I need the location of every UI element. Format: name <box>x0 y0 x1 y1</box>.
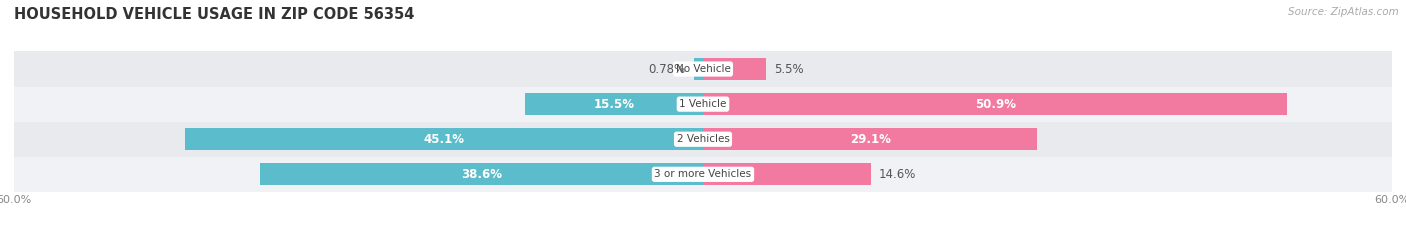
Bar <box>703 128 1038 150</box>
Text: 3 or more Vehicles: 3 or more Vehicles <box>654 169 752 179</box>
Bar <box>186 128 703 150</box>
Bar <box>14 51 1392 87</box>
Text: 50.9%: 50.9% <box>974 98 1015 111</box>
Bar <box>14 122 1392 157</box>
Bar <box>703 58 766 80</box>
Bar <box>14 157 1392 192</box>
Text: 45.1%: 45.1% <box>423 133 464 146</box>
Text: No Vehicle: No Vehicle <box>675 64 731 74</box>
Text: 0.78%: 0.78% <box>648 62 686 76</box>
Text: Source: ZipAtlas.com: Source: ZipAtlas.com <box>1288 7 1399 17</box>
Bar <box>260 163 703 185</box>
Text: 14.6%: 14.6% <box>879 168 917 181</box>
Text: HOUSEHOLD VEHICLE USAGE IN ZIP CODE 56354: HOUSEHOLD VEHICLE USAGE IN ZIP CODE 5635… <box>14 7 415 22</box>
Bar <box>695 58 703 80</box>
Text: 29.1%: 29.1% <box>849 133 890 146</box>
Bar <box>703 93 1288 115</box>
Text: 15.5%: 15.5% <box>593 98 634 111</box>
Bar <box>14 87 1392 122</box>
Text: 1 Vehicle: 1 Vehicle <box>679 99 727 109</box>
Bar <box>524 93 703 115</box>
Bar <box>703 163 870 185</box>
Text: 5.5%: 5.5% <box>775 62 804 76</box>
Text: 38.6%: 38.6% <box>461 168 502 181</box>
Text: 2 Vehicles: 2 Vehicles <box>676 134 730 144</box>
